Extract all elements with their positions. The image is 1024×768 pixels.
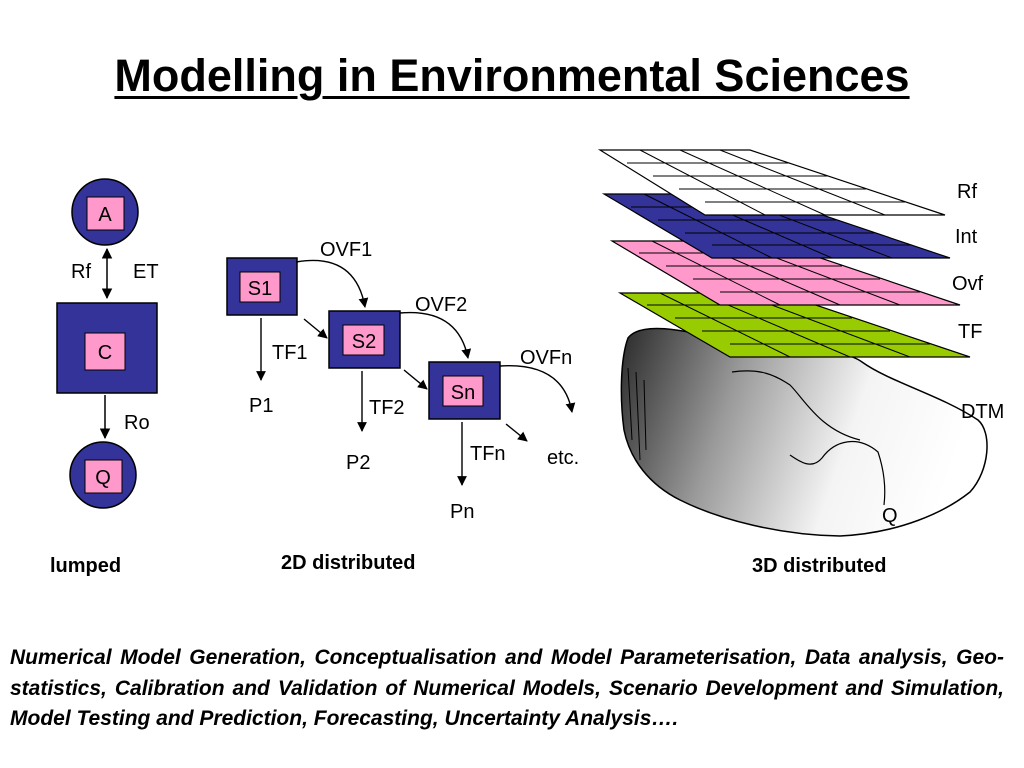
ovfn-label: OVFn [520, 347, 572, 369]
p1-label: P1 [249, 395, 273, 417]
ovf1-arrow [295, 259, 369, 308]
ovf2-label: OVF2 [415, 294, 467, 316]
cell-sn-label: Sn [451, 382, 475, 404]
rf-label: Rf [71, 261, 91, 283]
layer-ovf-label: Ovf [952, 273, 984, 295]
cell-sn-label-box [442, 375, 484, 407]
slide-title: Modelling in Environmental Sciences [0, 50, 1024, 102]
terrain-cliff-line-1 [627, 367, 633, 441]
dtm-label: DTM [961, 401, 1004, 423]
sn-etc-arrow [505, 423, 528, 442]
tf2-label: TF2 [369, 397, 405, 419]
pn-label: Pn [450, 501, 474, 523]
cell-s1-label: S1 [248, 278, 272, 300]
node-q-label-box [84, 459, 123, 494]
node-a-label-box [86, 196, 125, 231]
distributed-2d-model: S1 S2 Sn OVF1 OVF2 OVFn TF1 P1 TF2 P2 TF… [226, 239, 579, 574]
terrain-channel-line [789, 440, 886, 506]
cell-s2-label: S2 [352, 331, 376, 353]
distributed-3d-model: Rf Int Ovf TF DTM Q 3D distributed [597, 149, 1004, 577]
node-c-label: C [98, 342, 112, 364]
outlet-q-label: Q [882, 505, 898, 527]
s2-sn-arrow [403, 369, 428, 390]
layer-rf [597, 149, 946, 216]
distributed-2d-caption: 2D distributed [281, 552, 415, 574]
terrain-surface [620, 327, 988, 537]
ovfn-arrow [499, 365, 576, 413]
lumped-caption: lumped [50, 555, 121, 577]
cell-sn-box [428, 361, 501, 420]
terrain-cliff-line-2 [635, 371, 641, 461]
node-a-label: A [98, 204, 112, 226]
slide-description: Numerical Model Generation, Conceptualis… [10, 646, 1004, 730]
tf1-label: TF1 [272, 342, 308, 364]
layer-tf-label: TF [958, 321, 982, 343]
layer-int-label: Int [955, 226, 978, 248]
ovf1-label: OVF1 [320, 239, 372, 261]
node-q-label: Q [95, 467, 111, 489]
distributed-3d-caption: 3D distributed [752, 555, 886, 577]
slide-title-text: Modelling in Environmental Sciences [114, 50, 910, 101]
terrain-cliff-line-3 [643, 379, 647, 451]
terrain-valley-line [731, 370, 861, 441]
etc-label: etc. [547, 447, 579, 469]
s1-s2-arrow [303, 318, 328, 339]
et-label: ET [133, 261, 159, 283]
layer-rf-label: Rf [957, 181, 977, 203]
ovf2-arrow [399, 311, 472, 359]
tfn-label: TFn [470, 443, 506, 465]
p2-label: P2 [346, 452, 370, 474]
lumped-model: A Rf ET C Ro Q lumped [50, 178, 159, 577]
cell-s1-label-box [239, 271, 281, 303]
ro-label: Ro [124, 412, 150, 434]
node-c-label-box [84, 332, 126, 371]
cell-s2-label-box [342, 324, 385, 356]
layer-ovf [609, 240, 961, 306]
